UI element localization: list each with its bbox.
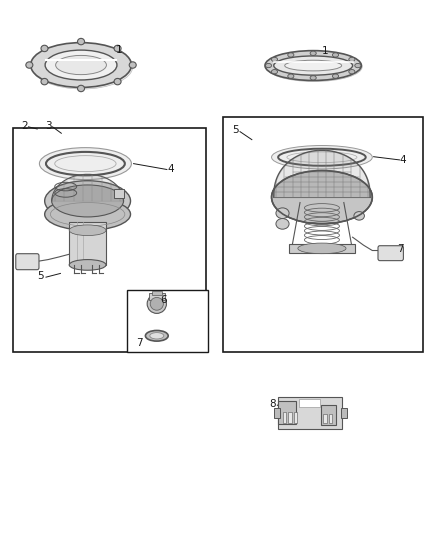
Ellipse shape — [298, 243, 346, 254]
Ellipse shape — [78, 38, 85, 45]
Bar — [13, 128, 206, 352]
Bar — [69, 222, 106, 265]
Text: 5: 5 — [232, 125, 239, 134]
Ellipse shape — [310, 76, 316, 80]
Ellipse shape — [26, 62, 33, 68]
Bar — [294, 412, 297, 423]
Bar — [223, 117, 423, 352]
Bar — [149, 293, 165, 300]
Bar — [127, 290, 208, 352]
Text: 4: 4 — [167, 165, 174, 174]
Text: 2: 2 — [21, 121, 28, 131]
Bar — [288, 412, 292, 423]
Ellipse shape — [276, 219, 289, 229]
Ellipse shape — [31, 43, 131, 87]
Bar — [283, 412, 286, 423]
Ellipse shape — [288, 74, 294, 78]
Text: 6: 6 — [160, 295, 167, 305]
Text: 1: 1 — [116, 45, 123, 55]
Ellipse shape — [78, 85, 85, 92]
Ellipse shape — [150, 333, 164, 339]
Ellipse shape — [145, 330, 168, 341]
FancyBboxPatch shape — [16, 254, 39, 270]
Ellipse shape — [349, 70, 355, 74]
Ellipse shape — [45, 181, 131, 221]
Ellipse shape — [310, 51, 316, 55]
Ellipse shape — [147, 294, 166, 313]
Bar — [321, 405, 336, 425]
Bar — [114, 189, 124, 198]
Bar — [299, 399, 320, 407]
Ellipse shape — [45, 50, 117, 80]
Ellipse shape — [39, 148, 131, 180]
Ellipse shape — [114, 45, 121, 52]
Ellipse shape — [265, 63, 272, 68]
Bar — [328, 414, 332, 423]
Text: 1: 1 — [321, 46, 328, 56]
Ellipse shape — [56, 55, 106, 75]
Text: 4: 4 — [399, 155, 406, 165]
Text: 7: 7 — [397, 244, 404, 254]
Bar — [289, 244, 355, 253]
Ellipse shape — [276, 208, 289, 219]
Ellipse shape — [265, 51, 361, 80]
FancyBboxPatch shape — [378, 246, 403, 261]
Ellipse shape — [332, 74, 339, 78]
Bar — [274, 408, 280, 418]
Text: 3: 3 — [45, 121, 52, 131]
Bar — [278, 401, 296, 424]
Ellipse shape — [69, 225, 106, 236]
Ellipse shape — [45, 198, 131, 230]
Ellipse shape — [272, 69, 278, 74]
Bar — [323, 414, 327, 423]
Ellipse shape — [32, 44, 133, 89]
Text: 5: 5 — [37, 271, 44, 281]
Ellipse shape — [52, 185, 124, 217]
Ellipse shape — [129, 62, 136, 68]
Ellipse shape — [355, 63, 361, 68]
Ellipse shape — [266, 52, 362, 82]
Bar — [278, 397, 342, 429]
Ellipse shape — [274, 56, 353, 75]
Bar — [152, 291, 162, 295]
Ellipse shape — [114, 78, 121, 85]
Ellipse shape — [272, 58, 278, 62]
Text: 7: 7 — [136, 338, 143, 348]
Ellipse shape — [150, 297, 163, 310]
Ellipse shape — [288, 53, 294, 57]
Ellipse shape — [41, 78, 48, 85]
Ellipse shape — [69, 260, 106, 270]
Bar — [341, 408, 347, 418]
Ellipse shape — [41, 45, 48, 52]
Text: 8: 8 — [269, 399, 276, 409]
Ellipse shape — [285, 60, 342, 71]
Ellipse shape — [354, 212, 364, 220]
Ellipse shape — [272, 171, 372, 224]
Ellipse shape — [332, 53, 339, 57]
Ellipse shape — [349, 58, 355, 62]
Ellipse shape — [272, 146, 372, 169]
